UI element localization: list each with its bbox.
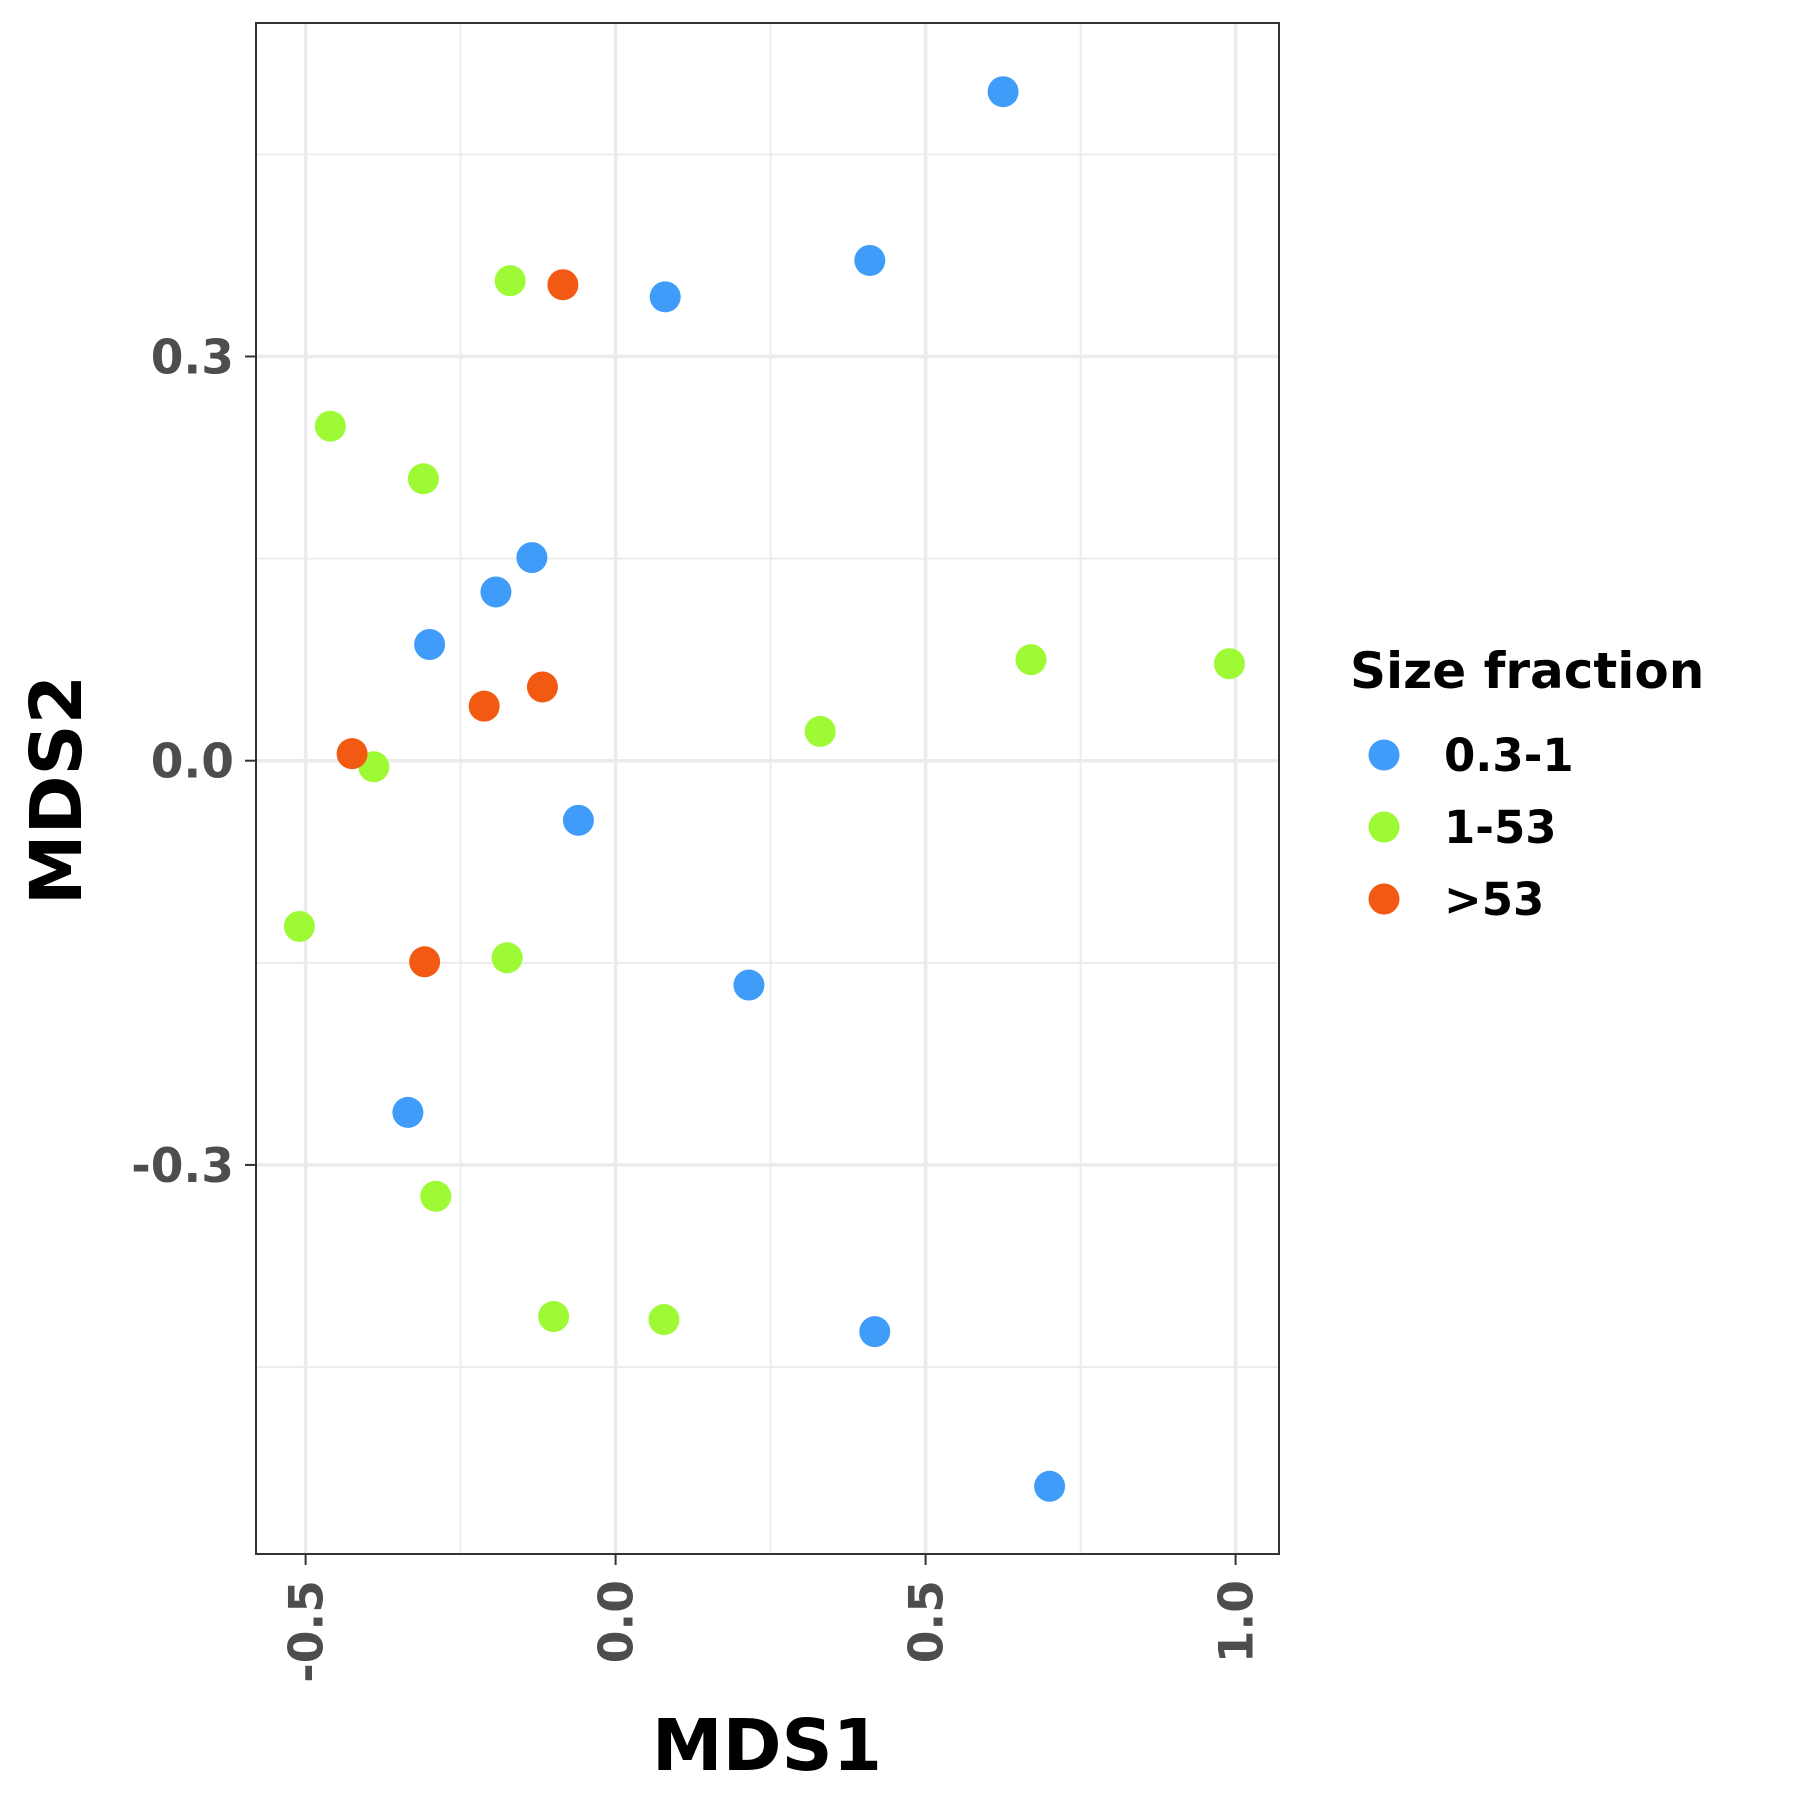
y-axis-title: MDS2 [15,675,98,905]
grid-lines [256,23,1279,1554]
data-point-s0-6 [562,804,594,836]
panel-border [255,22,1280,1555]
data-point-s0-1 [854,244,886,276]
x-tick-label-0: -0.5 [280,1580,335,1683]
data-point-s0-3 [516,542,548,574]
series-1 [283,265,1245,1336]
data-point-s2-2 [468,690,500,722]
data-point-s1-2 [407,463,439,495]
data-point-s2-0 [547,269,579,301]
x-tick-label-3: 1.0 [1210,1580,1265,1663]
legend-key-2 [1368,883,1400,915]
legend-label-0: 0.3-1 [1444,729,1574,782]
x-axis-title: MDS1 [652,1704,882,1787]
legend-item-2: >53 [1368,873,1544,926]
series-2 [336,269,579,978]
data-point-s2-1 [526,671,558,703]
data-point-s1-5 [804,715,836,747]
x-tick-label-1: 0.0 [590,1580,645,1663]
data-point-s1-7 [283,910,315,942]
legend: Size fraction 0.3-1 1-53 >53 [1350,642,1704,926]
legend-item-0: 0.3-1 [1368,729,1574,782]
data-point-s0-2 [649,281,681,313]
legend-label-1: 1-53 [1444,801,1557,854]
y-tick-label-2: 0.3 [151,330,234,385]
legend-item-1: 1-53 [1368,801,1557,854]
data-point-s1-3 [1015,644,1047,676]
data-point-s1-10 [538,1301,570,1333]
axis-ticks [245,355,1237,1565]
legend-key-0 [1368,739,1400,771]
data-point-s0-4 [480,576,512,608]
x-tick-label-2: 0.5 [900,1580,955,1663]
data-point-s1-4 [1213,648,1245,680]
data-points [283,76,1245,1502]
axis-tick-labels: -0.5 0.0 0.5 1.0 -0.3 0.0 0.3 [131,330,1264,1682]
data-point-s2-4 [409,946,441,978]
data-point-s1-11 [648,1304,680,1336]
data-point-s0-0 [987,76,1019,108]
y-tick-label-0: -0.3 [131,1139,234,1194]
panel-background [256,23,1279,1554]
data-point-s0-10 [1034,1470,1066,1502]
data-point-s0-5 [414,628,446,660]
data-point-s0-8 [392,1096,424,1128]
y-tick-label-1: 0.0 [151,735,234,790]
legend-title: Size fraction [1350,642,1704,700]
data-point-s1-9 [420,1180,452,1212]
legend-label-2: >53 [1444,873,1544,926]
data-point-s1-8 [491,942,523,974]
data-point-s0-7 [733,969,765,1001]
data-point-s1-0 [494,265,526,297]
legend-items: 0.3-1 1-53 >53 [1368,729,1574,926]
legend-key-1 [1368,811,1400,843]
data-point-s1-1 [314,410,346,442]
data-point-s0-9 [859,1316,891,1348]
data-point-s2-3 [336,738,368,770]
series-0 [392,76,1066,1502]
